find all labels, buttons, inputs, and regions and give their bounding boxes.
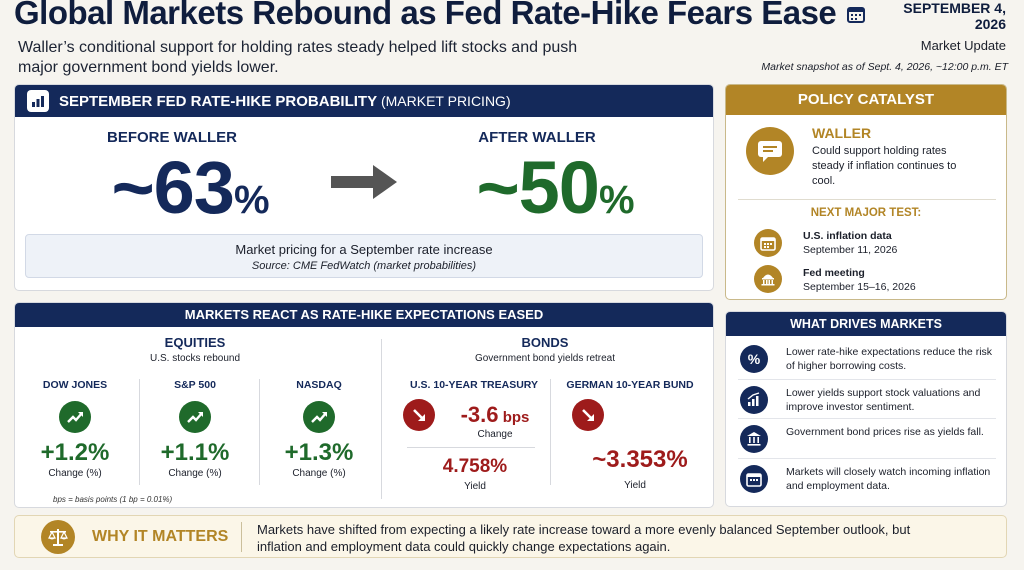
bonds-subtitle: Government bond yields retreat — [474, 353, 616, 364]
dow-jones-change-label: Change (%) — [48, 468, 102, 479]
divider — [738, 379, 996, 380]
before-value: ~63% — [111, 146, 269, 229]
driver-item: Lower rate-hike expectations reduce the … — [786, 346, 993, 372]
sp500-card: S&P 500 +1.1% Change (%) — [140, 379, 250, 479]
sp500-change: +1.1% — [160, 439, 230, 466]
us10-change-label: Change — [477, 429, 513, 440]
fed-probability-panel: SEPTEMBER FED RATE-HIKE PROBABILITY (MAR… — [14, 84, 714, 291]
balance-scale-icon — [41, 520, 75, 554]
bonds-title: BONDS — [521, 335, 569, 350]
policy-catalyst-panel: POLICY CATALYST WALLER Could support hol… — [725, 84, 1007, 300]
divider — [550, 379, 551, 485]
divider — [407, 447, 535, 448]
nasdaq-change: +1.3% — [284, 439, 354, 466]
divider — [241, 522, 242, 552]
after-value: ~50% — [476, 146, 634, 229]
headline: Global Markets Rebound as Fed Rate-Hike … — [14, 0, 837, 31]
nasdaq-card: NASDAQ +1.3% Change (%) — [264, 379, 374, 479]
calendar-icon — [754, 229, 782, 257]
why-it-matters-text: Markets have shifted from expecting a li… — [257, 522, 911, 554]
event-fed-meeting-date: September 15–16, 2026 — [803, 281, 916, 293]
pricing-note: Market pricing for a September rate incr… — [25, 234, 703, 278]
divider — [259, 379, 260, 485]
before-label: BEFORE WALLER — [107, 129, 237, 146]
nasdaq-change-label: Change (%) — [292, 468, 346, 479]
waller-name: WALLER — [812, 125, 872, 141]
sp500-name: S&P 500 — [174, 379, 216, 391]
sp500-change-label: Change (%) — [168, 468, 222, 479]
date-text: SEPTEMBER 4, 2026 — [903, 0, 1006, 32]
calendar-icon — [846, 4, 866, 29]
dow-jones-card: DOW JONES +1.2% Change (%) — [20, 379, 130, 479]
us10-change: -3.6 bps — [460, 402, 530, 427]
bank-icon — [740, 425, 768, 453]
dow-jones-name: DOW JONES — [42, 379, 108, 391]
after-label: AFTER WALLER — [478, 129, 596, 146]
section-divider — [381, 339, 382, 499]
pricing-note-text: Market pricing for a September rate incr… — [235, 242, 493, 257]
divider — [738, 199, 996, 200]
equities-subtitle: U.S. stocks rebound — [149, 353, 241, 364]
nasdaq-name: NASDAQ — [296, 379, 342, 391]
event-inflation-title: U.S. inflation data — [803, 230, 892, 242]
event-fed-meeting-title: Fed meeting — [803, 267, 865, 279]
date-subtitle: Market Update — [920, 38, 1006, 53]
bund-yield: ~3.353% — [592, 446, 688, 473]
policy-panel-title: POLICY CATALYST — [726, 85, 1006, 115]
us10-name: U.S. 10-YEAR TREASURY — [410, 379, 538, 391]
drivers-panel: WHAT DRIVES MARKETS % Lower rate-hike ex… — [725, 311, 1007, 507]
snapshot-note: Market snapshot as of Sept. 4, 2026, ~12… — [761, 61, 1008, 73]
trend-down-icon — [572, 399, 604, 431]
driver-item: Government bond prices rise as yields fa… — [786, 426, 984, 438]
fed-panel-title: SEPTEMBER FED RATE-HIKE PROBABILITY — [59, 92, 378, 110]
event-inflation-date: September 11, 2026 — [803, 244, 898, 256]
why-it-matters-bar: WHY IT MATTERS Markets have shifted from… — [14, 515, 1007, 558]
trend-down-icon — [403, 399, 435, 431]
us10-yield: 4.758% — [442, 456, 508, 477]
growth-chart-icon — [740, 386, 768, 414]
markets-panel-title: MARKETS REACT AS RATE-HIKE EXPECTATIONS … — [15, 303, 713, 327]
trend-up-icon — [59, 401, 91, 433]
percent-icon: % — [740, 345, 768, 373]
divider — [738, 458, 996, 459]
speech-bubble-icon — [746, 127, 794, 175]
bund-yield-label: Yield — [624, 480, 646, 491]
dow-jones-change: +1.2% — [40, 439, 110, 466]
waller-statement: Could support holding rates steady if in… — [812, 145, 957, 187]
next-test-label: NEXT MAJOR TEST: — [810, 207, 922, 219]
driver-item: Lower yields support stock valuations an… — [786, 387, 981, 413]
drivers-panel-title: WHAT DRIVES MARKETS — [726, 312, 1006, 336]
date-block: SEPTEMBER 4, 2026 Market Update — [846, 0, 1006, 53]
divider — [738, 418, 996, 419]
markets-panel: MARKETS REACT AS RATE-HIKE EXPECTATIONS … — [14, 302, 714, 508]
equities-title: EQUITIES — [164, 335, 226, 350]
trend-up-icon — [179, 401, 211, 433]
subheadline: Waller’s conditional support for holding… — [18, 39, 578, 76]
capitol-building-icon — [754, 265, 782, 293]
trend-up-icon — [303, 401, 335, 433]
arrow-right-icon — [331, 165, 397, 204]
divider — [139, 379, 140, 485]
fed-panel-title-suffix: (MARKET PRICING) — [377, 92, 511, 109]
bps-footnote: bps = basis points (1 bp = 0.01%) — [53, 495, 173, 504]
calendar-icon — [740, 465, 768, 493]
us10-yield-label: Yield — [464, 481, 486, 492]
pricing-source: Source: CME FedWatch (market probabiliti… — [251, 260, 477, 272]
driver-item: Markets will closely watch incoming infl… — [786, 466, 991, 492]
bar-chart-icon — [27, 90, 49, 112]
why-it-matters-title: WHY IT MATTERS — [92, 528, 229, 545]
bund-name: GERMAN 10-YEAR BUND — [566, 379, 694, 391]
fed-panel-header: SEPTEMBER FED RATE-HIKE PROBABILITY (MAR… — [15, 85, 713, 117]
